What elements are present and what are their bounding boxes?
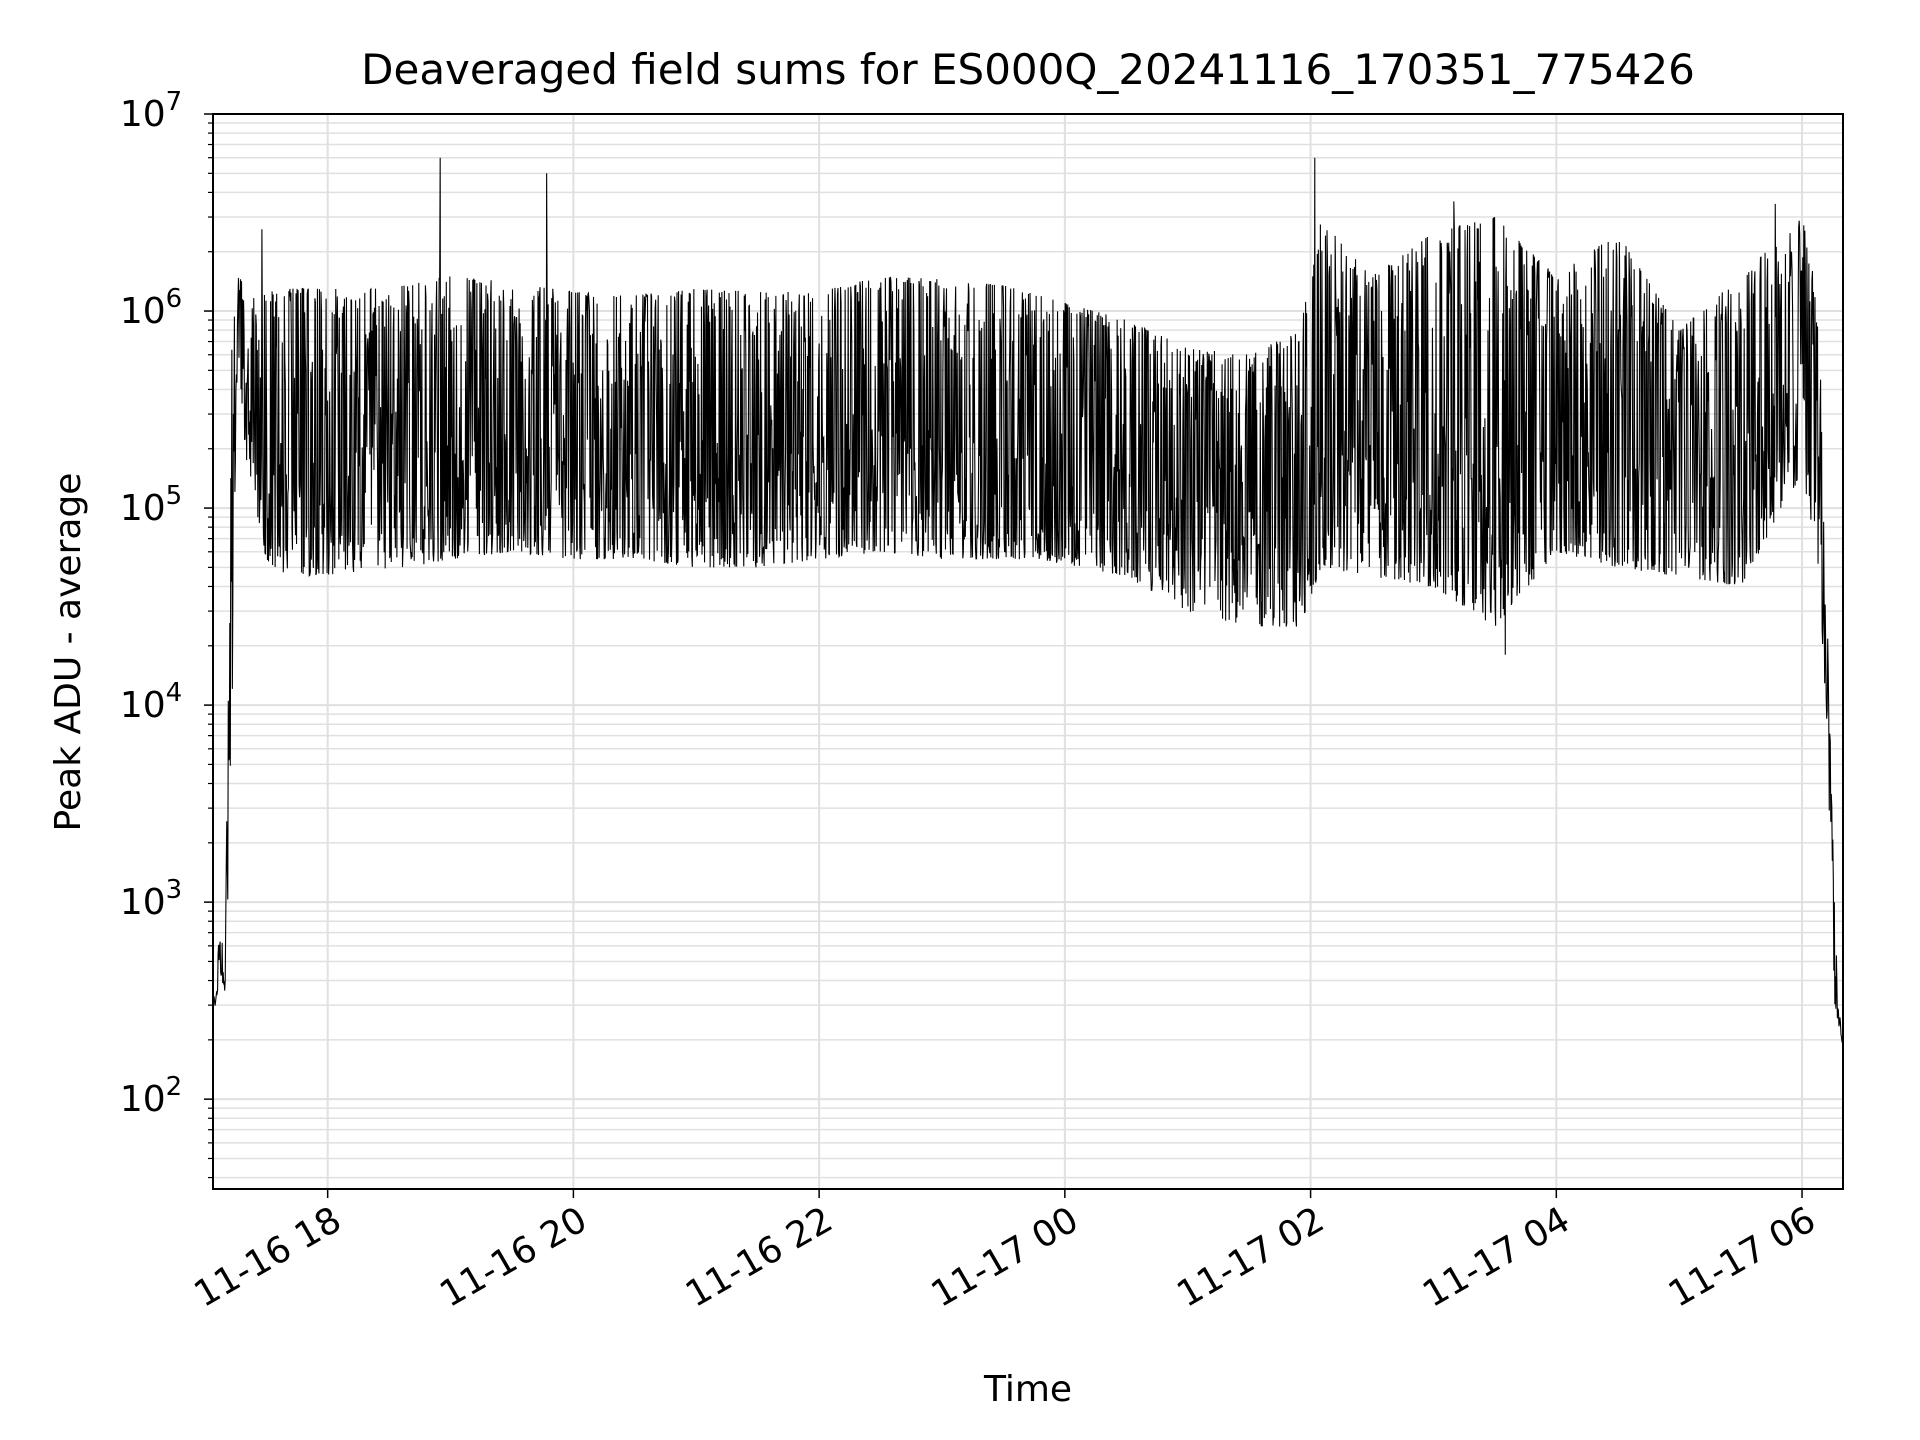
x-axis-label: Time (983, 1369, 1072, 1410)
x-tick-label: 11-16 22 (679, 1199, 840, 1315)
y-tick-label: 107 (120, 87, 182, 135)
y-tick-label: 105 (120, 481, 182, 529)
y-tick-label: 103 (120, 875, 182, 923)
y-axis-ticks: 102 103 104 105 106 107 (120, 87, 213, 1179)
x-tick-label: 11-17 04 (1416, 1199, 1577, 1315)
x-tick-label: 11-17 00 (925, 1199, 1086, 1315)
x-tick-label: 11-17 06 (1662, 1199, 1823, 1315)
x-tick-label: 11-16 20 (433, 1199, 594, 1315)
series-line (212, 157, 1844, 1043)
y-tick-label: 106 (120, 284, 182, 332)
x-tick-label: 11-16 18 (187, 1199, 348, 1315)
y-tick-label: 104 (120, 678, 182, 726)
x-tick-label: 11-17 02 (1170, 1199, 1331, 1315)
chart-title: Deaveraged field sums for ES000Q_2024111… (361, 45, 1695, 94)
plot-frame (212, 113, 1844, 1190)
series-signal (212, 157, 1844, 1043)
y-tick-label: 102 (120, 1072, 182, 1120)
y-axis-label: Peak ADU - average (48, 473, 89, 832)
x-axis-ticks: 11-16 18 11-16 20 11-16 22 11-17 00 11-17 02… (187, 1189, 1823, 1316)
